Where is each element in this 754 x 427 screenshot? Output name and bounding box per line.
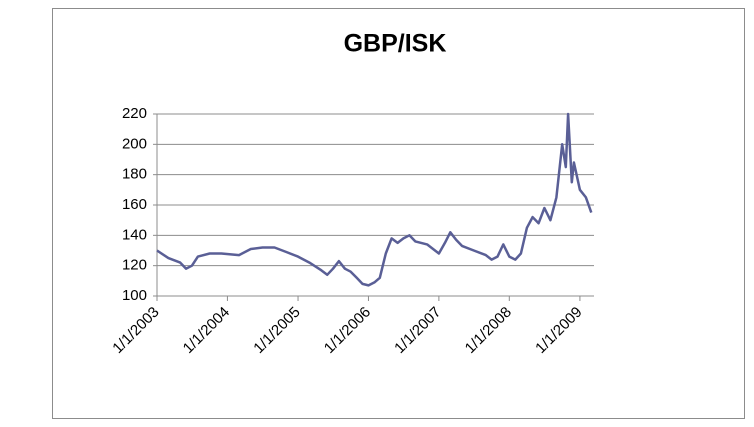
- y-tick-label: 200: [122, 135, 147, 152]
- y-tick-label: 180: [122, 166, 147, 183]
- chart-border: [52, 8, 745, 419]
- line-series: [156, 112, 593, 287]
- y-tick-label: 100: [122, 287, 147, 304]
- y-tick-label: 140: [122, 226, 147, 243]
- y-tick-label: 120: [122, 257, 147, 274]
- chart-title: GBP/ISK: [344, 30, 447, 58]
- y-tick-label: 220: [122, 105, 147, 122]
- y-tick-label: 160: [122, 196, 147, 213]
